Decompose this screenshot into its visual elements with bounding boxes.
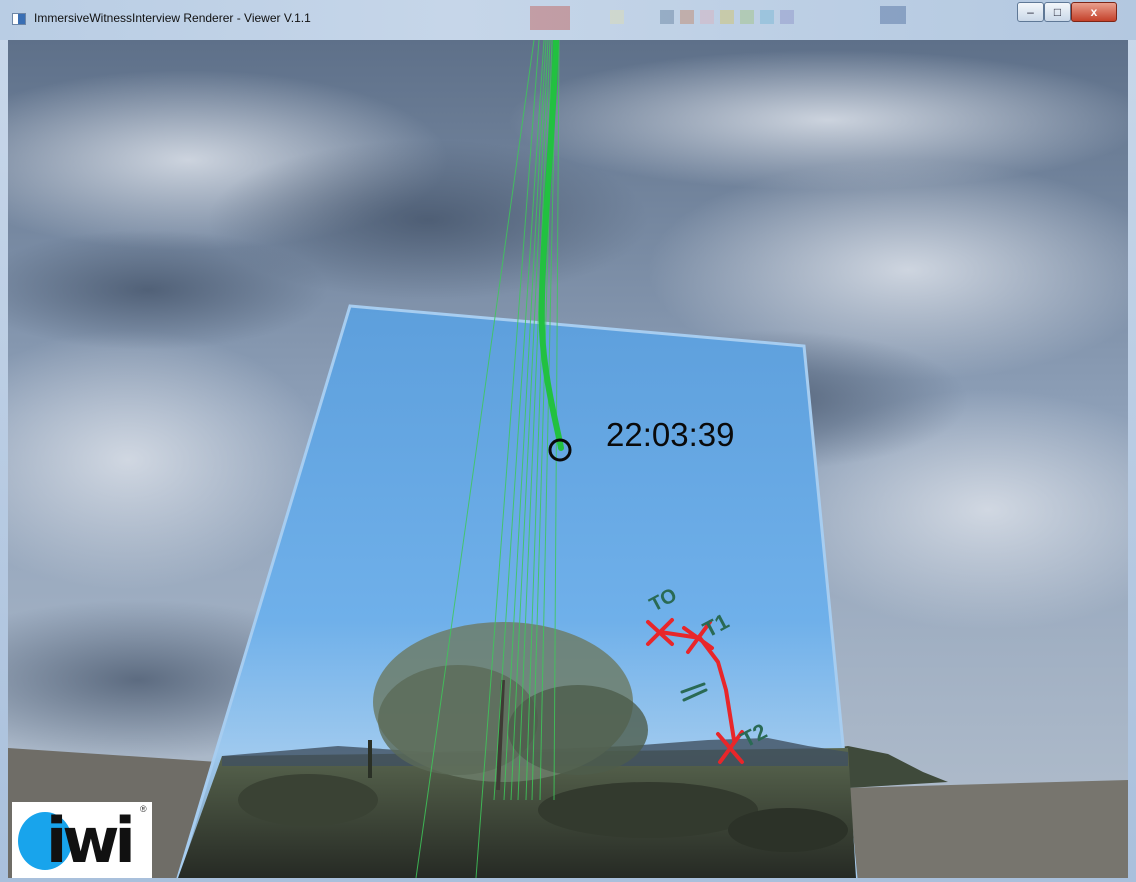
render-viewport[interactable]: TO T1 T2 22:03:39 iwi ® [8, 40, 1128, 878]
registered-mark: ® [140, 804, 147, 814]
current-position-marker [548, 438, 572, 462]
cloud [8, 230, 328, 350]
minimize-button[interactable]: – [1017, 2, 1044, 22]
cloud [8, 330, 328, 590]
trajectory-bundle [415, 40, 560, 878]
logo-circle-icon [18, 812, 72, 870]
background-ribbon-icon [530, 6, 906, 30]
window-title: ImmersiveWitnessInterview Renderer - Vie… [34, 11, 311, 25]
tree-trunk [496, 679, 505, 791]
trajectory-main [538, 40, 564, 451]
cloud [508, 50, 1128, 190]
iwi-logo: iwi ® [12, 802, 152, 878]
photo-panel [176, 304, 858, 878]
bush [728, 808, 848, 852]
cactus [368, 740, 372, 778]
logo-text: iwi [46, 804, 136, 877]
scene-canvas: TO T1 T2 [8, 40, 1128, 878]
maximize-button[interactable]: □ [1044, 2, 1071, 22]
timestamp-label: 22:03:39 [606, 416, 735, 453]
close-button[interactable]: x [1071, 2, 1117, 22]
cloud [648, 160, 1128, 380]
app-icon [12, 13, 26, 25]
witness-sketch [646, 618, 744, 764]
bush [238, 774, 378, 826]
tree [508, 685, 648, 775]
title-bar[interactable]: ImmersiveWitnessInterview Renderer - Vie… [0, 0, 1136, 40]
ground-plane [846, 780, 1128, 878]
bush [538, 782, 758, 838]
